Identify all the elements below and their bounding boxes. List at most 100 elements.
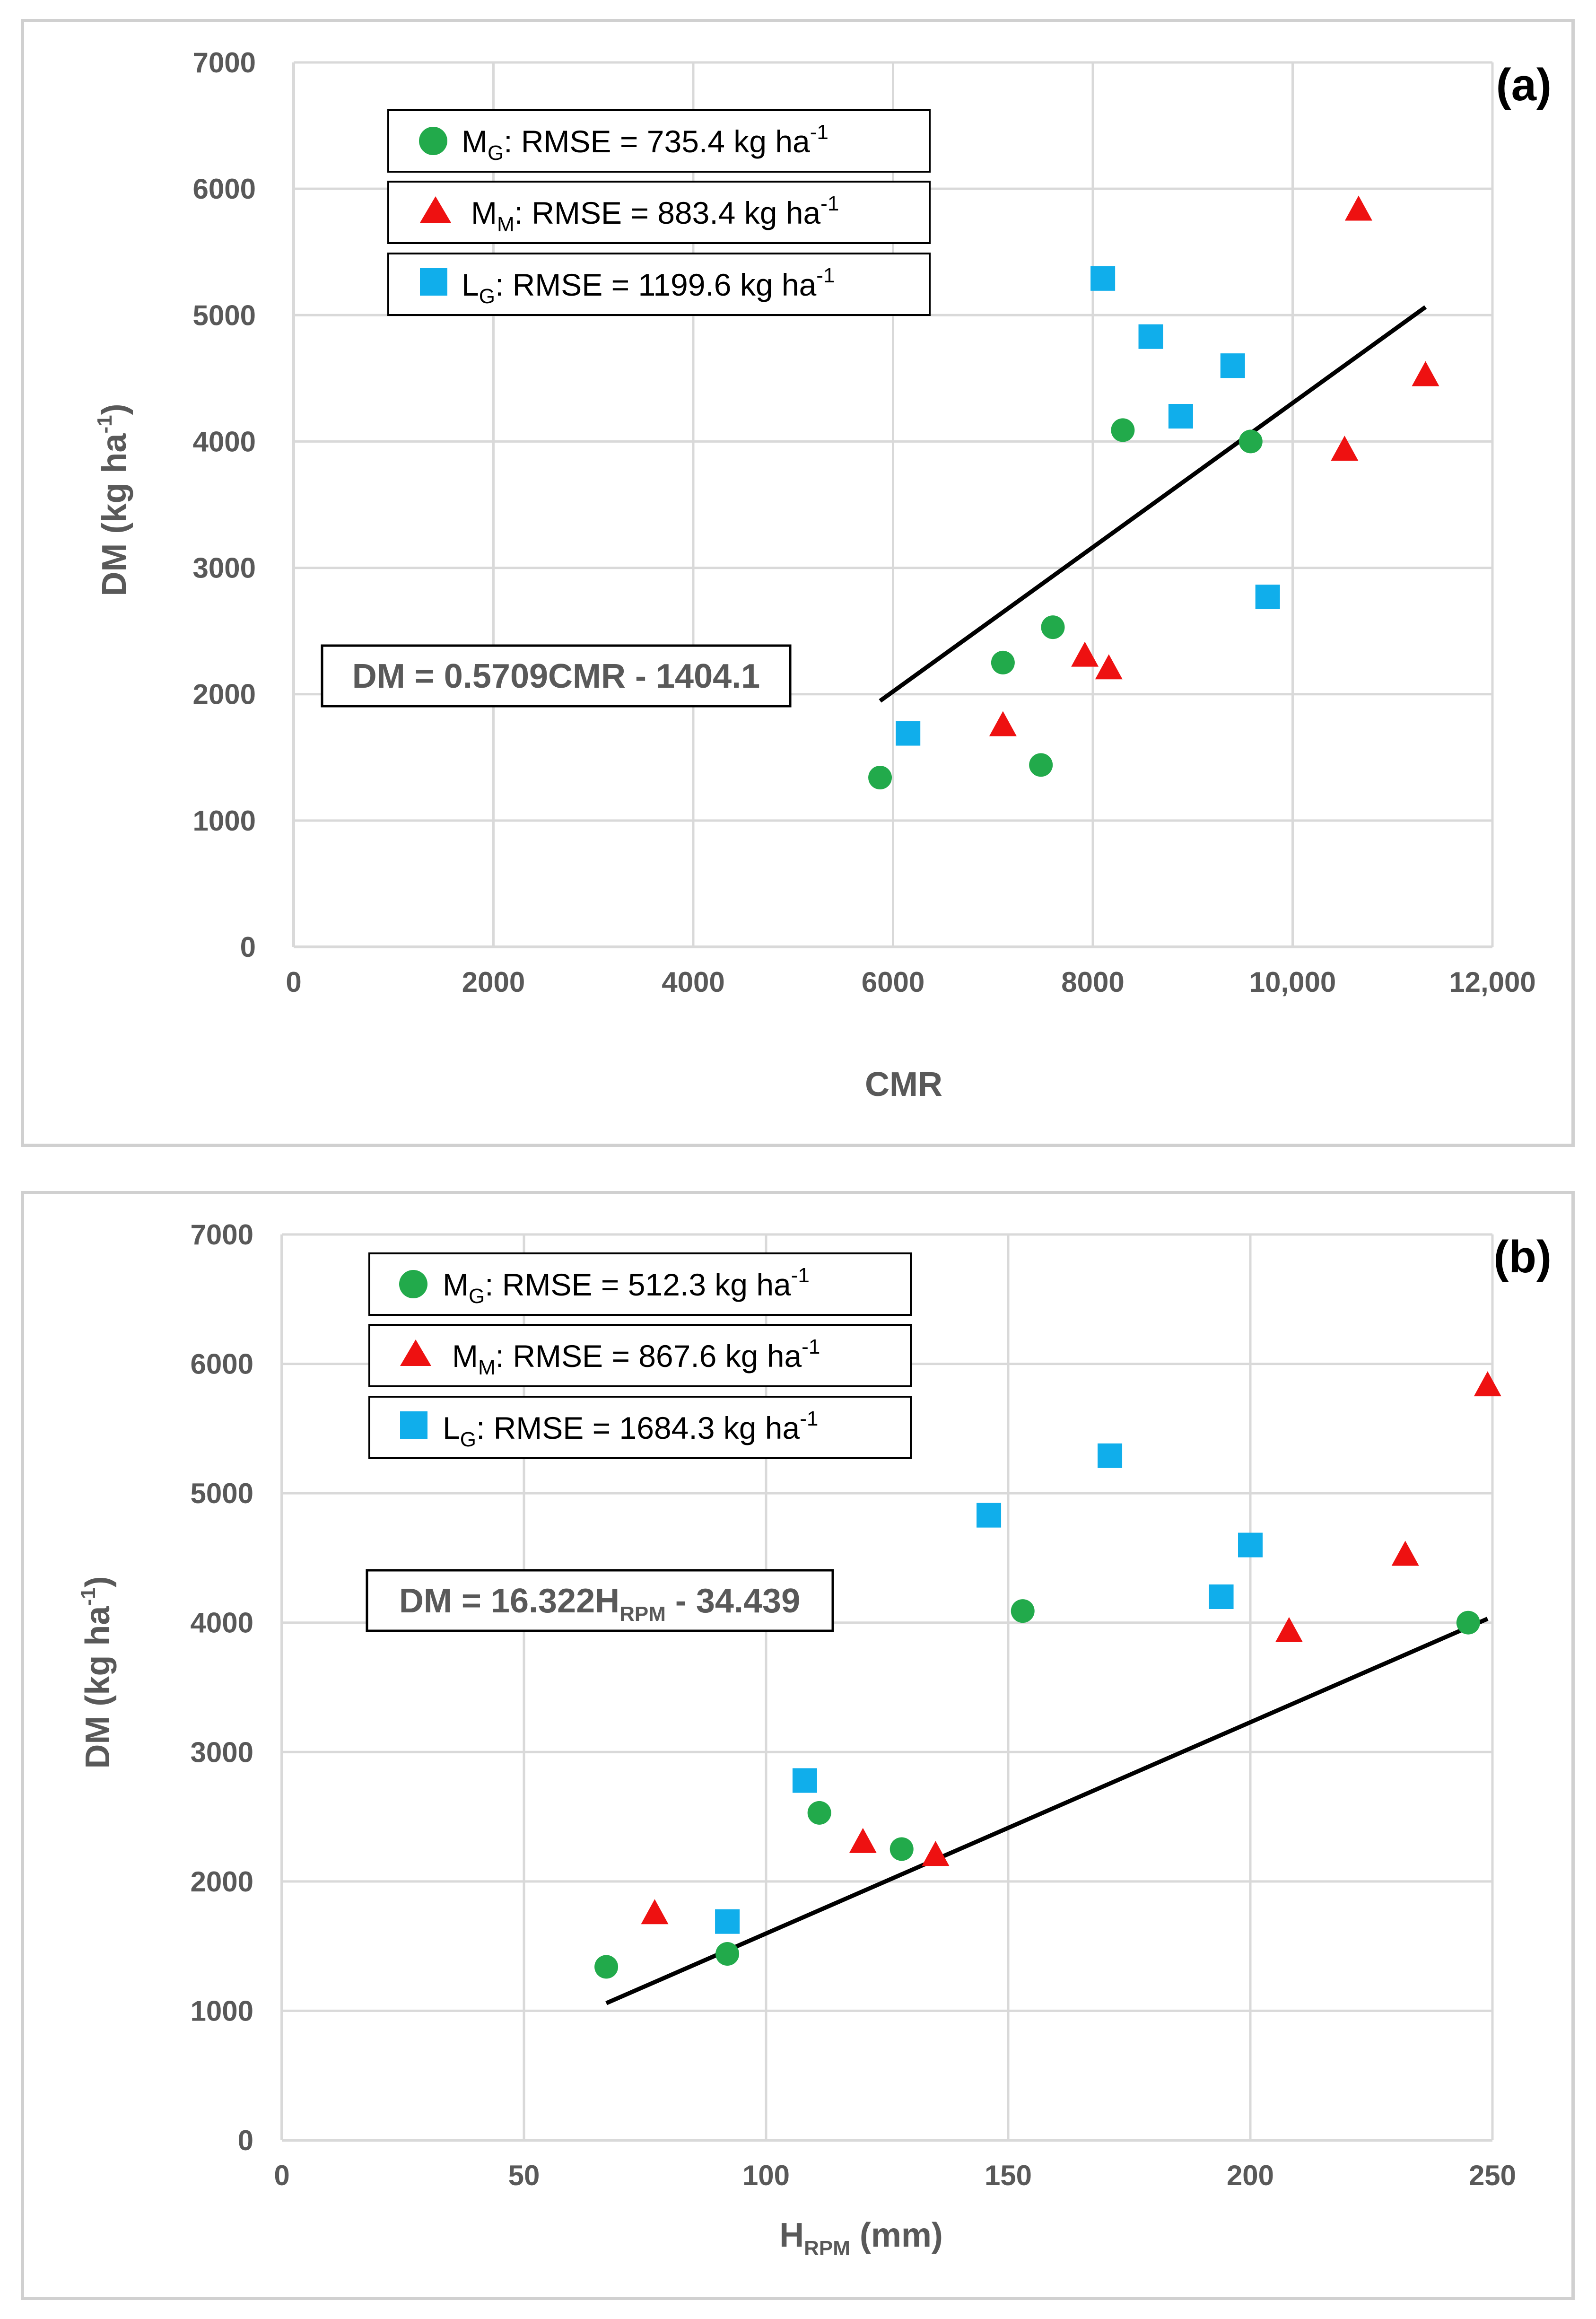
y-tick-label: 4000	[191, 1607, 253, 1639]
y-tick-label: 7000	[191, 1219, 253, 1251]
equation-text: DM = 0.5709CMR - 1404.1	[352, 657, 760, 695]
data-point-mg	[1029, 753, 1053, 777]
data-point-mg	[1041, 615, 1065, 639]
data-point-mg	[715, 1942, 740, 1966]
legend: MG: RMSE = 735.4 kg ha-1 MM: RMSE = 883.…	[387, 109, 931, 316]
chart-panel-a: 0 1000 2000 3000 4000 5000 6000 7000 0 2000 4000 60…	[21, 19, 1575, 1147]
y-tick-label: 1000	[193, 805, 256, 837]
data-point-lg	[1220, 353, 1245, 378]
legend-item-lg: LG: RMSE = 1199.6 kg ha-1	[387, 253, 931, 316]
svg-text:LG: RMSE = 1684.3 kg ha-1: LG: RMSE = 1684.3 kg ha-1	[443, 1407, 818, 1451]
legend-item-mg: MG: RMSE = 512.3 kg ha-1	[368, 1252, 912, 1316]
legend-item-lg: LG: RMSE = 1684.3 kg ha-1	[368, 1396, 912, 1459]
data-point-lg	[977, 1503, 1002, 1528]
x-axis-title: HRPM (mm)	[779, 2216, 943, 2260]
trendline	[605, 1617, 1489, 2005]
y-tick-label: 3000	[191, 1736, 253, 1768]
data-point-mm	[1474, 1371, 1501, 1397]
tick-labels: 0 1000 2000 3000 4000 5000 6000 7000 0 50 100 150 20…	[191, 1219, 1517, 2191]
legend-item-mm: MM: RMSE = 883.4 kg ha-1	[387, 181, 931, 244]
data-point-lg	[1138, 324, 1163, 349]
data-points	[594, 1371, 1501, 1979]
svg-text:MG: RMSE = 735.4 kg ha-1: MG: RMSE = 735.4 kg ha-1	[462, 121, 829, 165]
scatter-chart-b: 0 1000 2000 3000 4000 5000 6000 7000 0 50 100 150 20…	[77, 1219, 1552, 2260]
data-point-lg	[1238, 1532, 1263, 1558]
tick-labels: 0 1000 2000 3000 4000 5000 6000 7000 0 2000 4000 60…	[193, 47, 1536, 998]
legend-item-mm: MM: RMSE = 867.6 kg ha-1	[368, 1324, 912, 1387]
svg-text:MM: RMSE = 867.6 kg ha-1: MM: RMSE = 867.6 kg ha-1	[452, 1335, 820, 1379]
data-point-mg	[594, 1955, 619, 1979]
y-axis-title: DM (kg ha-1)	[77, 1576, 117, 1768]
x-tick-label: 12,000	[1449, 966, 1536, 998]
data-point-mg	[868, 766, 892, 790]
data-points	[868, 195, 1439, 790]
data-point-mm	[1331, 436, 1359, 461]
data-point-mg	[807, 1801, 831, 1825]
y-axis-title: DM (kg ha-1)	[93, 403, 133, 596]
data-point-mm	[922, 1841, 950, 1866]
equation-text: DM = 16.322HRPM - 34.439	[399, 1582, 800, 1626]
y-tick-label: 2000	[191, 1866, 253, 1898]
y-tick-label: 0	[238, 2125, 253, 2156]
data-point-mm	[1391, 1540, 1419, 1566]
legend-item-mg: MG: RMSE = 735.4 kg ha-1	[387, 109, 931, 173]
svg-text:LG: RMSE = 1199.6 kg ha-1: LG: RMSE = 1199.6 kg ha-1	[462, 264, 835, 308]
x-tick-label: 8000	[1061, 966, 1124, 998]
x-tick-label: 2000	[462, 966, 525, 998]
square-marker-icon	[420, 268, 447, 296]
data-point-mg	[991, 650, 1015, 674]
data-point-mm	[641, 1899, 669, 1925]
data-point-mm	[1095, 654, 1123, 680]
x-tick-label: 10,000	[1249, 966, 1336, 998]
circle-marker-icon	[419, 127, 447, 155]
data-point-mm	[1344, 195, 1372, 221]
panel-label: (b)	[1493, 1232, 1552, 1282]
equation-box: DM = 16.322HRPM - 34.439	[366, 1569, 834, 1632]
data-point-lg	[792, 1768, 817, 1793]
data-point-lg	[1209, 1584, 1234, 1609]
legend: MG: RMSE = 512.3 kg ha-1 MM: RMSE = 867.…	[368, 1252, 912, 1459]
y-tick-label: 4000	[193, 426, 256, 457]
x-tick-label: 0	[286, 966, 301, 998]
x-tick-label: 250	[1469, 2160, 1516, 2191]
data-point-mg	[1238, 429, 1263, 454]
y-tick-label: 7000	[193, 47, 256, 79]
y-tick-label: 3000	[193, 552, 256, 584]
triangle-marker-icon	[420, 196, 451, 223]
data-point-mm	[849, 1828, 877, 1853]
data-point-mm	[1412, 361, 1439, 386]
trendline	[879, 305, 1427, 703]
x-tick-label: 6000	[862, 966, 924, 998]
data-point-lg	[1168, 404, 1193, 429]
svg-text:MG: RMSE = 512.3 kg ha-1: MG: RMSE = 512.3 kg ha-1	[443, 1264, 810, 1308]
x-tick-label: 150	[985, 2160, 1032, 2191]
y-tick-label: 6000	[191, 1348, 253, 1380]
x-axis-title: CMR	[865, 1066, 942, 1103]
equation-box: DM = 0.5709CMR - 1404.1	[321, 644, 792, 708]
y-tick-label: 1000	[191, 1995, 253, 2027]
y-tick-label: 5000	[191, 1478, 253, 1509]
data-point-lg	[1098, 1443, 1123, 1468]
data-point-lg	[715, 1909, 740, 1934]
chart-panel-b: 0 1000 2000 3000 4000 5000 6000 7000 0 50 100 150 20…	[21, 1191, 1575, 2300]
scatter-chart-a: 0 1000 2000 3000 4000 5000 6000 7000 0 2000 4000 60…	[93, 47, 1552, 1103]
data-point-lg	[1090, 266, 1116, 291]
data-point-mg	[890, 1837, 914, 1861]
data-point-lg	[1255, 585, 1280, 610]
data-point-mg	[1456, 1610, 1480, 1635]
x-tick-label: 100	[742, 2160, 790, 2191]
square-marker-icon	[400, 1411, 427, 1439]
x-tick-label: 200	[1227, 2160, 1274, 2191]
axes	[292, 62, 1492, 948]
data-point-mg	[1111, 418, 1135, 442]
data-point-mg	[1011, 1599, 1035, 1623]
y-tick-label: 6000	[193, 173, 256, 205]
svg-text:MM: RMSE = 883.4 kg ha-1: MM: RMSE = 883.4 kg ha-1	[471, 192, 839, 236]
data-point-mm	[989, 711, 1017, 736]
triangle-marker-icon	[400, 1339, 431, 1366]
y-tick-label: 0	[240, 931, 256, 963]
x-tick-label: 0	[274, 2160, 289, 2191]
y-tick-label: 5000	[193, 299, 256, 331]
data-point-lg	[896, 721, 921, 746]
x-tick-label: 50	[508, 2160, 540, 2191]
